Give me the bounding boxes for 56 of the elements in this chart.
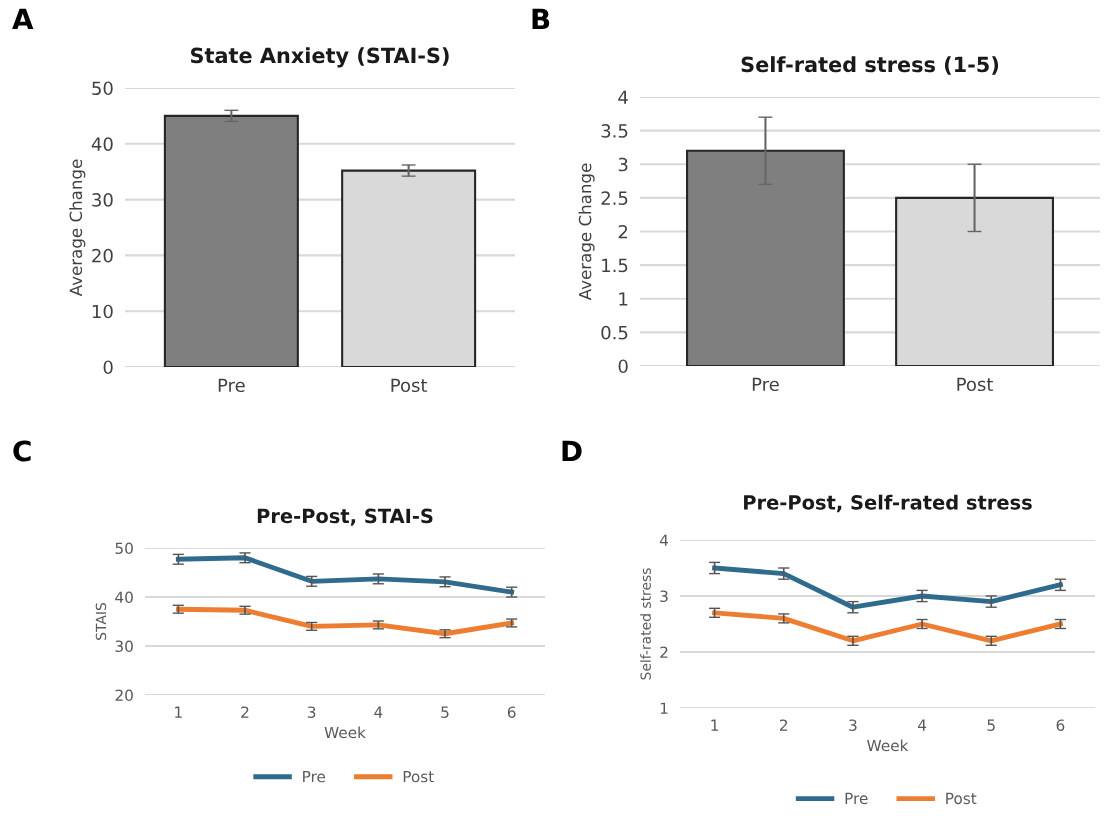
- y-tick-label: 40: [91, 137, 113, 151]
- x-tick-label: Pre: [218, 378, 245, 393]
- y-tick-label: 0: [618, 359, 628, 374]
- y-tick-label: 3: [618, 157, 628, 172]
- chart-title: Pre-Post, STAI-S: [257, 508, 433, 526]
- y-axis-title: Average Change: [69, 159, 86, 297]
- x-tick-label: Post: [957, 377, 993, 392]
- x-tick-label: 6: [1056, 719, 1065, 731]
- chart-title: Self-rated stress (1-5): [741, 56, 999, 75]
- x-tick-label: 1: [175, 706, 182, 718]
- x-tick-label: 3: [849, 719, 857, 731]
- x-tick-label: 5: [441, 706, 449, 718]
- y-tick-label: 40: [115, 591, 133, 604]
- x-tick-label: 2: [780, 719, 788, 731]
- x-tick-label: 4: [374, 706, 383, 718]
- legend-label: Pre: [845, 792, 868, 805]
- y-tick-label: 1.5: [602, 258, 628, 273]
- text: B: [532, 8, 550, 30]
- legend-label: Pre: [303, 770, 326, 783]
- y-tick-label: 3: [660, 590, 668, 603]
- y-tick-label: 0: [103, 360, 113, 375]
- y-tick-label: 2: [660, 646, 668, 658]
- chart-title: State Anxiety (STAI-S): [191, 47, 449, 68]
- legend-label: Post: [403, 770, 434, 783]
- chart-title: Pre-Post, Self-rated stress: [744, 494, 1032, 513]
- x-axis-title: Week: [324, 726, 366, 739]
- y-tick-label: 20: [115, 689, 133, 702]
- y-axis-title: STAIS: [95, 602, 107, 640]
- y-tick-label: 30: [92, 193, 113, 207]
- x-tick-label: Post: [391, 378, 428, 393]
- y-tick-label: 20: [92, 248, 113, 263]
- text: C: [13, 440, 31, 462]
- y-tick-label: 2: [618, 224, 628, 239]
- y-tick-label: 0.5: [601, 325, 628, 340]
- y-axis-title: Average Change: [578, 163, 595, 301]
- legend-label: Post: [946, 792, 977, 805]
- text: D: [562, 440, 582, 462]
- x-tick-label: 3: [307, 706, 316, 718]
- x-tick-label: 2: [241, 706, 249, 718]
- y-tick-label: 1: [619, 292, 628, 306]
- x-axis-title: Week: [867, 739, 909, 752]
- y-tick-label: 50: [92, 81, 113, 96]
- y-tick-label: 2.5: [601, 191, 628, 205]
- y-tick-label: 3.5: [601, 124, 628, 138]
- x-tick-label: 5: [987, 719, 995, 731]
- y-tick-label: 4: [618, 90, 628, 104]
- y-axis-title: Self-rated stress: [640, 568, 651, 680]
- y-tick-label: 10: [92, 304, 113, 319]
- x-tick-label: 1: [711, 719, 719, 731]
- y-tick-label: 4: [659, 534, 669, 546]
- y-tick-label: 30: [115, 640, 133, 653]
- x-tick-label: 6: [507, 706, 516, 718]
- x-tick-label: 4: [917, 719, 927, 731]
- y-tick-label: 50: [115, 542, 133, 555]
- x-tick-label: Pre: [752, 377, 779, 392]
- text: A: [12, 8, 34, 30]
